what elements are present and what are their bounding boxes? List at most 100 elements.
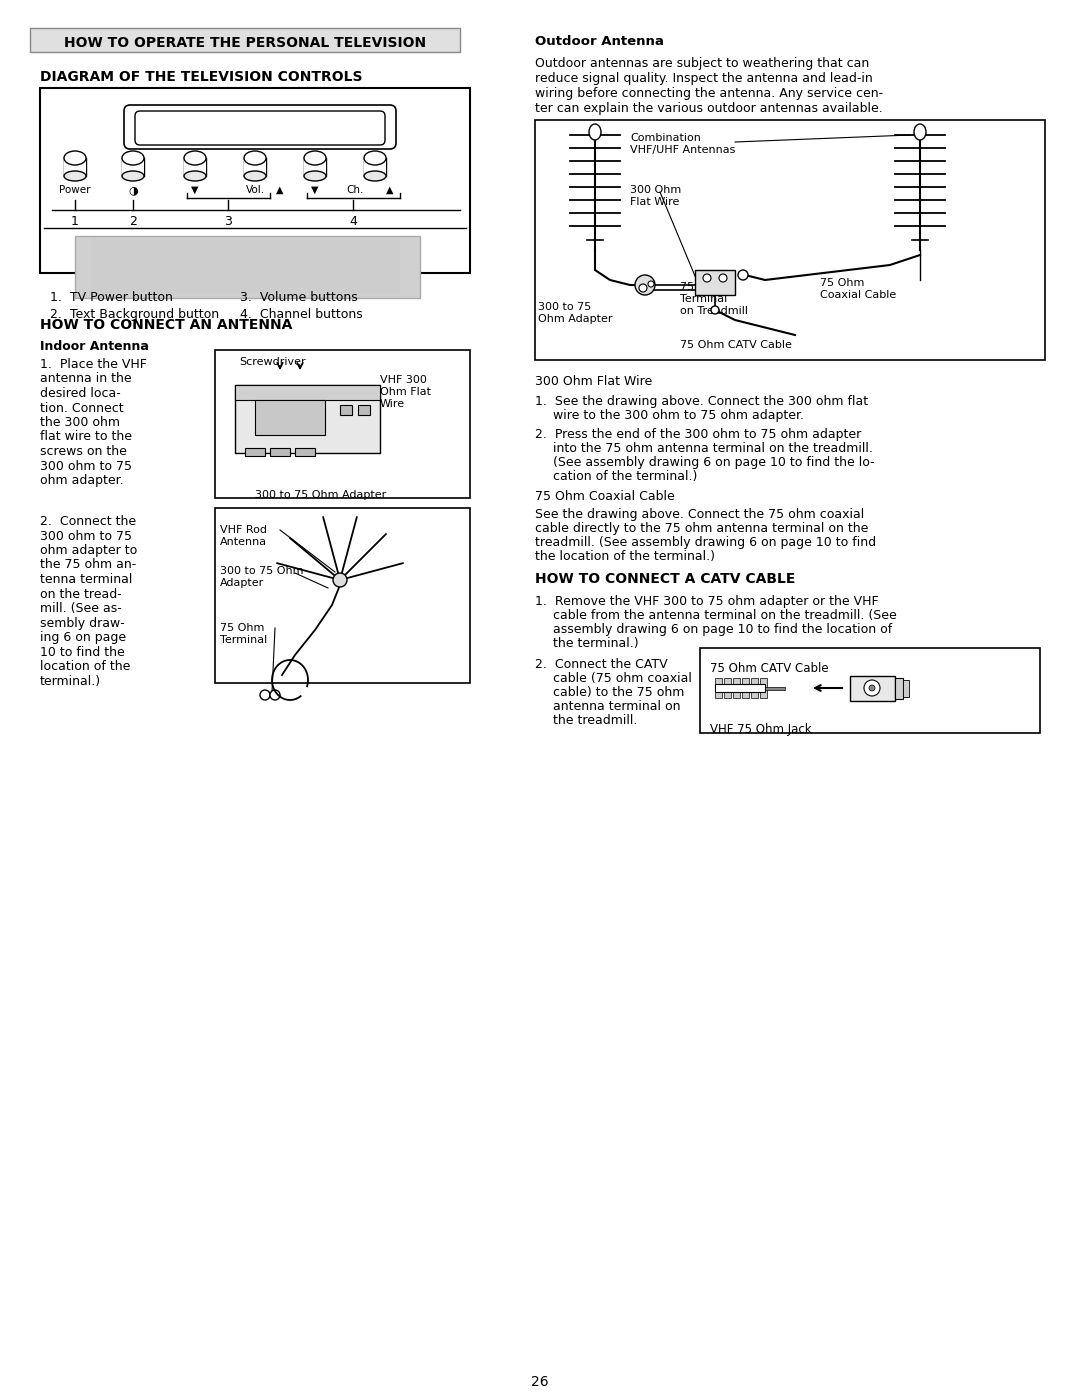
Text: ▲: ▲ [387,184,394,196]
Text: 300 to 75: 300 to 75 [538,302,591,312]
Text: antenna terminal on: antenna terminal on [553,700,680,712]
Text: Outdoor Antenna: Outdoor Antenna [535,35,664,47]
Text: 3: 3 [224,215,232,228]
Text: the 75 ohm an-: the 75 ohm an- [40,559,136,571]
Text: wire to the 300 ohm to 75 ohm adapter.: wire to the 300 ohm to 75 ohm adapter. [553,409,804,422]
Text: 75 Ohm: 75 Ohm [220,623,265,633]
Bar [340,405,352,415]
Bar [903,680,909,697]
Text: (See assembly drawing 6 on page 10 to find the lo-: (See assembly drawing 6 on page 10 to fi… [553,455,875,469]
Bar [215,351,470,497]
Text: Indoor Antenna: Indoor Antenna [40,339,149,353]
Text: HOW TO OPERATE THE PERSONAL TELEVISION: HOW TO OPERATE THE PERSONAL TELEVISION [64,36,427,50]
Bar [364,158,386,177]
Ellipse shape [64,151,86,165]
Bar [751,678,758,698]
Text: tion. Connect: tion. Connect [40,401,123,415]
Ellipse shape [244,170,266,182]
Text: 4: 4 [349,215,356,228]
Bar [696,270,735,295]
Text: VHF/UHF Antennas: VHF/UHF Antennas [630,145,735,155]
Text: 10 to find the: 10 to find the [40,645,125,658]
Bar [184,158,206,177]
Bar [90,237,400,293]
Text: ing 6 on page: ing 6 on page [40,631,126,644]
Text: the terminal.): the terminal.) [553,637,638,650]
Circle shape [703,274,711,282]
Text: sembly draw-: sembly draw- [40,616,125,630]
Ellipse shape [364,151,386,165]
Bar [245,448,265,455]
Text: treadmill. (See assembly drawing 6 on page 10 to find: treadmill. (See assembly drawing 6 on pa… [535,536,876,549]
Bar [40,88,470,272]
Bar [733,678,740,698]
Bar [357,405,370,415]
Circle shape [864,680,880,696]
Text: Combination: Combination [630,133,701,142]
Circle shape [869,685,875,692]
Circle shape [260,690,270,700]
Text: 1.  Remove the VHF 300 to 75 ohm adapter or the VHF: 1. Remove the VHF 300 to 75 ohm adapter … [535,595,879,608]
Text: VHF Rod: VHF Rod [220,525,267,535]
Text: ohm adapter.: ohm adapter. [40,474,123,488]
Text: 300 to 75 Ohm: 300 to 75 Ohm [220,566,303,576]
Ellipse shape [589,124,600,140]
Text: the location of the terminal.): the location of the terminal.) [535,550,715,563]
Circle shape [738,270,748,279]
Text: VHF 75 Ohm Jack: VHF 75 Ohm Jack [710,724,812,736]
Text: 2.  Connect the: 2. Connect the [40,515,136,528]
Text: tenna terminal: tenna terminal [40,573,133,585]
Ellipse shape [303,151,326,165]
Bar [700,648,1040,733]
Ellipse shape [303,170,326,182]
Text: cable directly to the 75 ohm antenna terminal on the: cable directly to the 75 ohm antenna ter… [535,522,868,535]
Text: 2.  Press the end of the 300 ohm to 75 ohm adapter: 2. Press the end of the 300 ohm to 75 oh… [535,427,861,441]
Ellipse shape [244,151,266,165]
Text: cation of the terminal.): cation of the terminal.) [553,469,698,483]
Text: into the 75 ohm antenna terminal on the treadmill.: into the 75 ohm antenna terminal on the … [553,441,873,455]
Text: Vol.: Vol. [245,184,265,196]
Bar [715,678,723,698]
Text: 26: 26 [531,1375,549,1389]
Text: screws on the: screws on the [40,446,126,458]
FancyBboxPatch shape [124,105,396,149]
Text: Wire: Wire [380,400,405,409]
Text: 1.  TV Power button: 1. TV Power button [50,291,173,305]
Text: HOW TO CONNECT A CATV CABLE: HOW TO CONNECT A CATV CABLE [535,571,795,585]
Circle shape [635,275,654,295]
Bar [30,28,460,52]
Ellipse shape [184,151,206,165]
Text: cable) to the 75 ohm: cable) to the 75 ohm [553,686,685,698]
Bar [295,448,315,455]
Bar [215,509,470,683]
Text: 300 Ohm Flat Wire: 300 Ohm Flat Wire [535,374,652,388]
Text: ohm adapter to: ohm adapter to [40,543,137,557]
Bar [850,676,895,701]
Text: 75 Ohm CATV Cable: 75 Ohm CATV Cable [710,662,828,675]
Text: antenna in the: antenna in the [40,373,132,386]
Bar [303,158,326,177]
Text: location of the: location of the [40,659,131,673]
Text: Antenna: Antenna [220,536,267,548]
Text: Flat Wire: Flat Wire [630,197,679,207]
Text: 1.  Place the VHF: 1. Place the VHF [40,358,147,372]
Ellipse shape [184,170,206,182]
Text: HOW TO CONNECT AN ANTENNA: HOW TO CONNECT AN ANTENNA [40,319,293,332]
Bar [235,386,380,400]
Text: ▼: ▼ [191,184,199,196]
Bar [765,687,785,690]
Text: the 300 ohm: the 300 ohm [40,416,120,429]
Ellipse shape [122,151,144,165]
Text: cable (75 ohm coaxial: cable (75 ohm coaxial [553,672,692,685]
Text: 300 ohm to 75: 300 ohm to 75 [40,460,132,472]
Text: Power: Power [59,184,91,196]
Bar [64,158,86,177]
Text: on Treadmill: on Treadmill [680,306,748,316]
Text: terminal.): terminal.) [40,675,102,687]
Bar [235,386,380,453]
Circle shape [333,573,347,587]
Circle shape [719,274,727,282]
Text: See the drawing above. Connect the 75 ohm coaxial: See the drawing above. Connect the 75 oh… [535,509,864,521]
Ellipse shape [64,170,86,182]
Bar [724,678,731,698]
